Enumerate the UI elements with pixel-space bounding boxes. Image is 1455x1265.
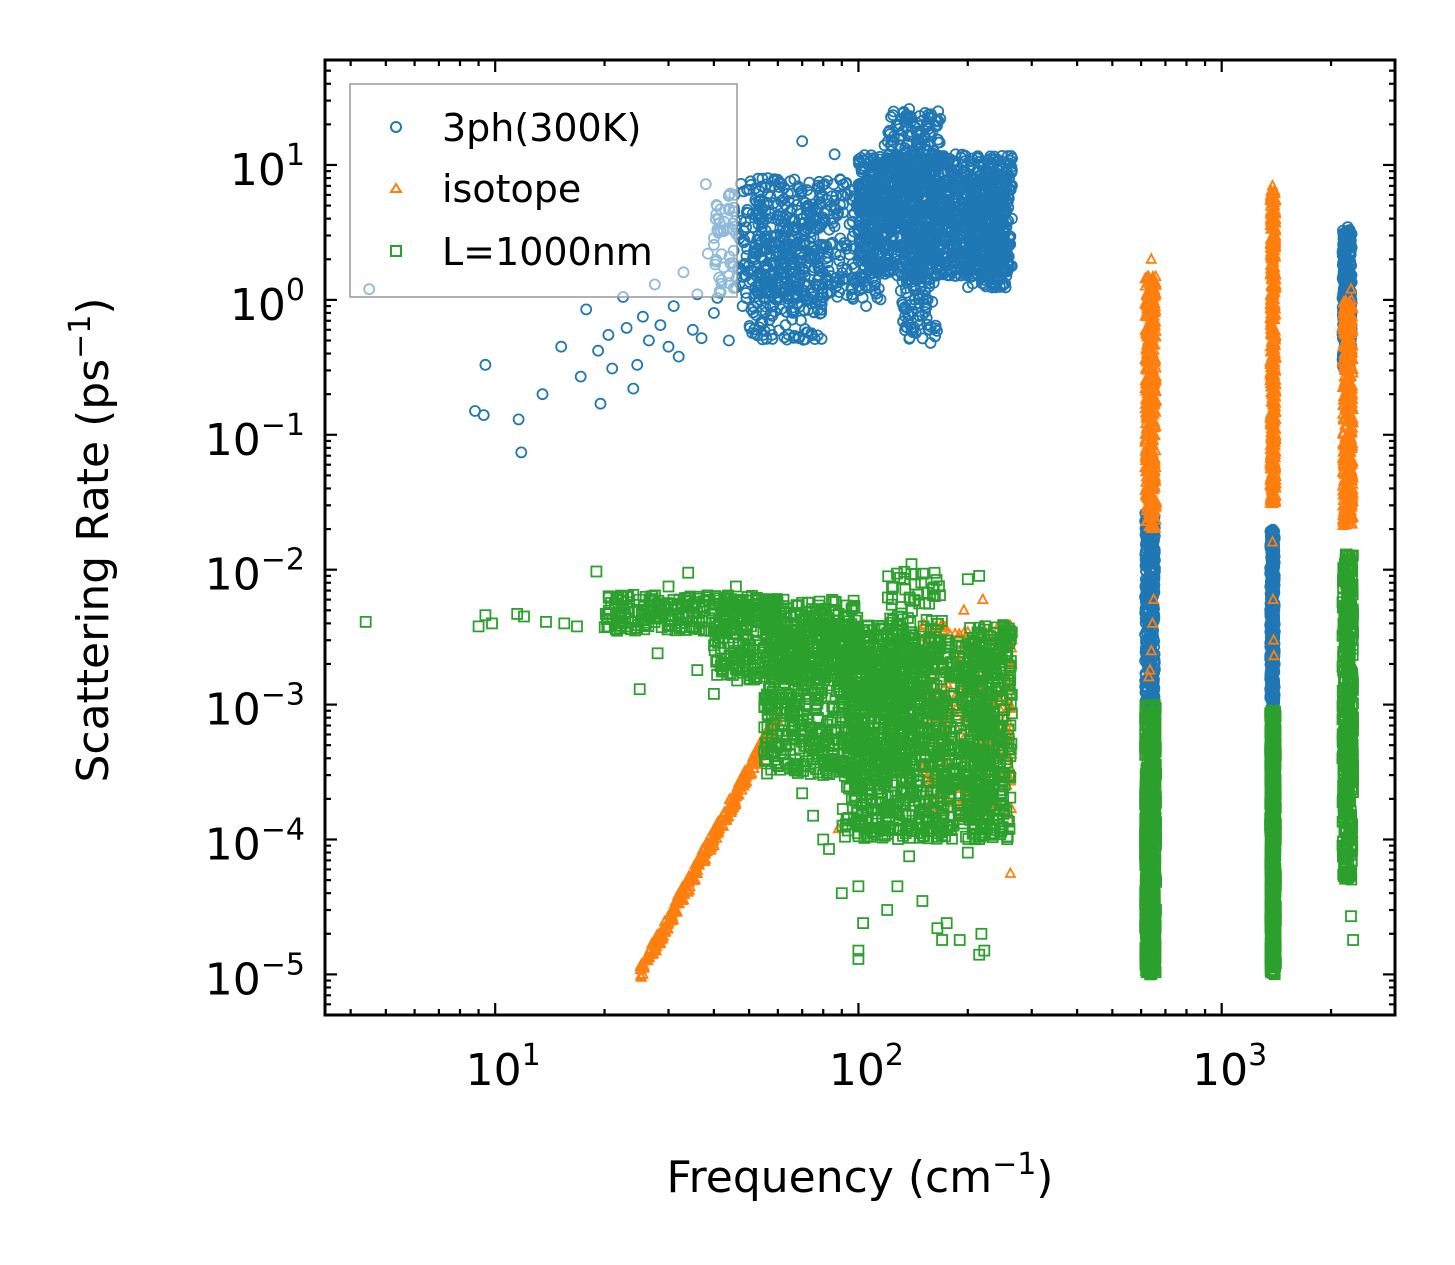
point-s0-c-1-163 — [808, 306, 820, 319]
point-s0-c-0-324 — [828, 194, 841, 207]
point-s0-c-0-495 — [791, 198, 803, 211]
point-s0-c-0-422 — [871, 291, 884, 304]
point-s0-c-1-180 — [808, 252, 821, 265]
point-s0-c-0-490 — [821, 286, 834, 299]
point-s0-c-1-170 — [766, 275, 779, 288]
point-s0-c-0-272 — [836, 261, 849, 274]
point-s0-c-1-123 — [773, 291, 786, 304]
point-s0-c-1-198 — [743, 319, 756, 332]
point-s0-c-1-74 — [774, 221, 787, 234]
point-s0-c-1-108 — [797, 333, 810, 346]
point-s0-c-1-76 — [769, 305, 781, 318]
point-s0-c-0-482 — [778, 181, 791, 194]
point-s0-c-1-110 — [782, 289, 795, 302]
point-s0-c-1-176 — [791, 297, 804, 310]
point-s0-c-1-155 — [815, 303, 828, 316]
point-s0-c-1-157 — [759, 224, 772, 237]
point-s0-c-0-352 — [835, 189, 847, 201]
point-s0-c-1-159 — [747, 306, 760, 319]
point-s0-c-1-199 — [795, 212, 808, 225]
point-s0-c-1-139 — [791, 254, 803, 266]
point-s0-c-0-393 — [814, 196, 826, 209]
point-s0-c-0-464 — [800, 203, 813, 215]
point-s0-c-0-336 — [782, 187, 794, 200]
point-s0-c-1-77 — [794, 269, 807, 282]
point-s0-c-1-120 — [805, 327, 818, 340]
point-s0-c-1-152 — [793, 275, 806, 288]
point-s0-c-1-100 — [793, 237, 806, 250]
point-s0-c-1-172 — [810, 293, 823, 306]
point-s0-c-1-192 — [781, 333, 793, 346]
point-s0-c-1-67 — [814, 264, 827, 277]
point-s0-c-0-458 — [831, 209, 843, 222]
point-s0-c-1-117 — [770, 228, 783, 241]
point-s0-c-0-402 — [831, 290, 844, 303]
point-s0-c-1-156 — [750, 309, 763, 322]
data-points-layer — [359, 103, 1360, 982]
point-s0-c-1-193 — [782, 254, 794, 266]
point-s0-c-1-57 — [782, 222, 795, 235]
point-s0-c-0-421 — [759, 204, 772, 217]
point-s0-c-0-444 — [793, 182, 805, 195]
point-s0-c-0-435 — [817, 211, 829, 224]
point-s0-c-1-95 — [760, 212, 773, 225]
point-s0-c-0-441 — [833, 254, 846, 267]
point-s0-c-1-188 — [795, 314, 807, 327]
point-s0-c-0-409 — [834, 232, 847, 245]
point-s0-c-1-195 — [754, 213, 767, 226]
point-s0-c-0-300 — [846, 291, 859, 304]
point-s0-c-1-189 — [758, 261, 770, 274]
point-s0-c-0-448 — [853, 284, 866, 297]
point-s0-c-0-342 — [828, 201, 841, 214]
point-s0-c-1-184 — [754, 243, 767, 256]
point-s0-c-1-61 — [812, 279, 824, 292]
point-s0-c-0-380 — [740, 221, 752, 234]
point-s0-c-1-129 — [766, 329, 778, 341]
point-s0-c-0-429 — [840, 239, 853, 252]
point-s0-c-1-132 — [809, 333, 821, 346]
point-s0-c-1-173 — [780, 306, 793, 318]
point-s0-c-1-101 — [751, 329, 764, 342]
point-s0-c-0-372 — [834, 174, 847, 186]
point-s0-c-1-97 — [816, 239, 829, 251]
point-s0-c-0-395 — [784, 175, 797, 188]
point-s0-c-1-44 — [779, 319, 792, 331]
point-s0-c-1-53 — [771, 292, 784, 305]
point-s0-c-1-115 — [798, 237, 811, 250]
point-s0-c-0-494 — [833, 273, 846, 286]
point-s0-c-0-438 — [740, 206, 753, 219]
point-s0-c-1-181 — [796, 262, 809, 275]
point-s0-c-1-169 — [758, 243, 771, 256]
point-s0-c-1-160 — [791, 284, 804, 297]
point-s0-c-0-399 — [768, 173, 781, 186]
point-s0-c-0-487 — [761, 188, 774, 200]
point-s0-c-1-196 — [789, 214, 802, 227]
point-s0-c-1-167 — [807, 264, 820, 277]
point-s0-c-1-175 — [776, 266, 789, 279]
point-s0-c-0-384 — [752, 172, 764, 185]
point-s0-c-1-191 — [799, 225, 812, 238]
point-s0-c-1-174 — [752, 280, 765, 293]
point-s0-c-1-185 — [801, 222, 814, 235]
